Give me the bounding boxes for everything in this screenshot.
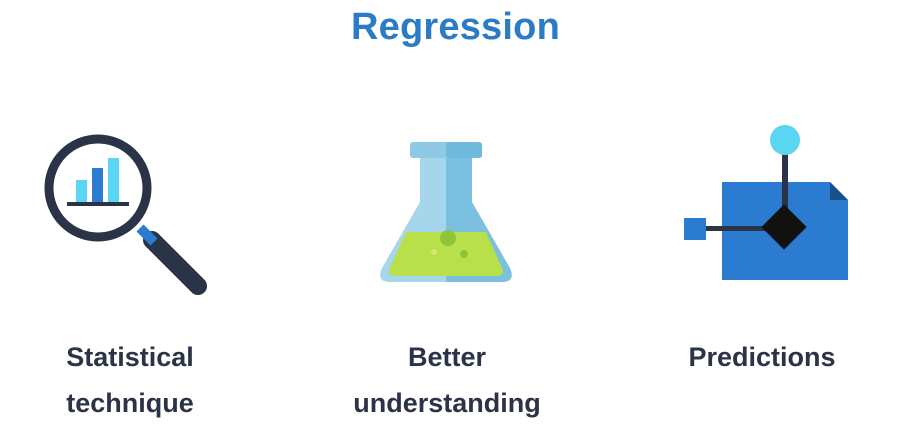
decision-flow-icon [680, 122, 850, 287]
label-line: understanding [353, 388, 541, 418]
label-statistical-technique: Statistical technique [30, 334, 230, 426]
label-line: Predictions [688, 342, 836, 372]
label-line: Better [407, 342, 487, 372]
label-better-understanding: Better understanding [342, 334, 552, 426]
label-predictions: Predictions [662, 334, 862, 380]
label-line: Statistical [66, 342, 194, 372]
magnifier-chart-icon [40, 130, 220, 305]
slide-title: Regression [351, 6, 560, 48]
label-line: technique [66, 388, 194, 418]
flask-icon [372, 140, 522, 285]
